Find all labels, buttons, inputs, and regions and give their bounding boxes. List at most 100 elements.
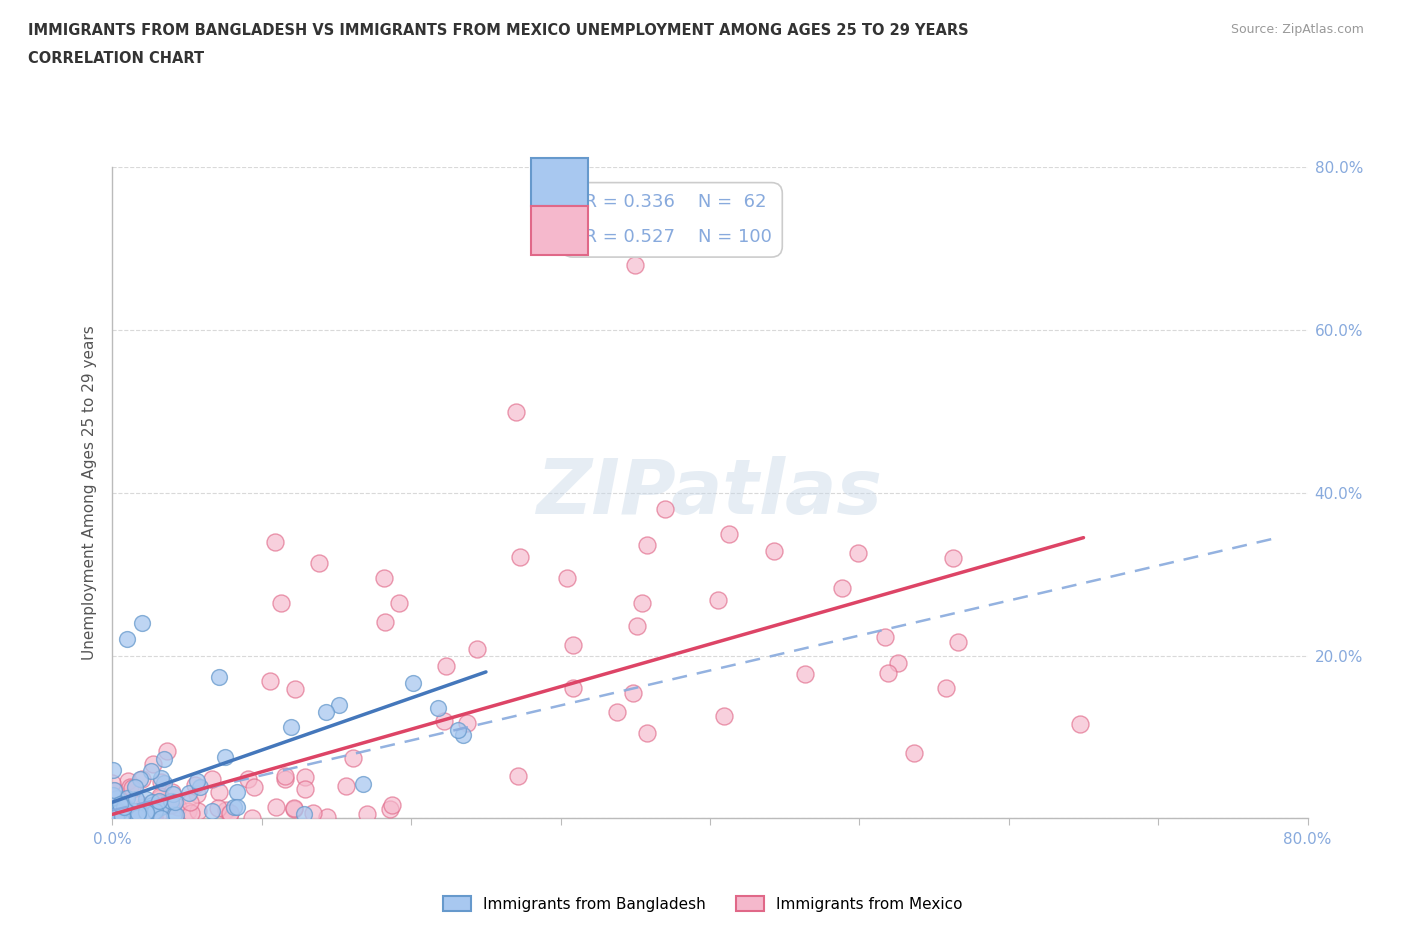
Point [292, 807, 315, 822]
Point [101, 804, 124, 818]
Point [160, 798, 183, 813]
Point [201, 772, 224, 787]
Point [264, 799, 287, 814]
Point [508, 768, 530, 783]
Point [505, 405, 527, 419]
Point [302, 805, 325, 820]
Point [626, 618, 648, 633]
FancyBboxPatch shape [531, 206, 588, 256]
Point [630, 596, 652, 611]
Point [186, 774, 208, 789]
Point [447, 723, 470, 737]
Point [316, 810, 339, 825]
Y-axis label: Unemployment Among Ages 25 to 29 years: Unemployment Among Ages 25 to 29 years [82, 326, 97, 660]
Point [946, 634, 969, 649]
Point [125, 792, 148, 807]
Point [381, 798, 404, 813]
Point [129, 772, 152, 787]
Point [135, 792, 157, 807]
Point [149, 799, 172, 814]
Point [561, 638, 583, 653]
Point [433, 714, 456, 729]
Point [654, 502, 676, 517]
Point [103, 787, 125, 802]
Point [763, 543, 786, 558]
Point [153, 776, 176, 790]
Point [328, 698, 350, 712]
Point [208, 785, 231, 800]
Point [427, 700, 450, 715]
Point [111, 807, 134, 822]
Point [794, 667, 817, 682]
Point [148, 794, 170, 809]
Point [283, 801, 305, 816]
Point [139, 764, 162, 778]
Point [135, 804, 157, 819]
Point [186, 787, 208, 802]
Point [335, 778, 357, 793]
FancyBboxPatch shape [531, 158, 588, 206]
Point [259, 673, 281, 688]
Point [149, 804, 172, 819]
Point [1069, 716, 1091, 731]
Point [103, 808, 125, 823]
Point [187, 804, 209, 818]
Point [561, 680, 583, 695]
Point [117, 774, 139, 789]
Point [308, 555, 330, 570]
Point [141, 794, 163, 809]
Point [942, 551, 965, 565]
Point [149, 789, 172, 804]
Point [160, 794, 183, 809]
Point [456, 716, 478, 731]
Point [156, 744, 179, 759]
Point [243, 779, 266, 794]
Point [179, 794, 201, 809]
Point [388, 596, 411, 611]
Text: ZIPatlas: ZIPatlas [537, 456, 883, 530]
Point [165, 807, 187, 822]
Point [184, 777, 207, 792]
Point [131, 616, 153, 631]
Point [294, 781, 316, 796]
Point [141, 807, 163, 822]
Point [141, 810, 163, 825]
Point [283, 802, 305, 817]
Point [148, 795, 170, 810]
Point [935, 681, 957, 696]
Point [214, 750, 236, 764]
Text: R = 0.336    N =  62
  R = 0.527    N = 100: R = 0.336 N = 62 R = 0.527 N = 100 [572, 193, 772, 246]
Text: Source: ZipAtlas.com: Source: ZipAtlas.com [1230, 23, 1364, 36]
Point [218, 805, 240, 820]
Point [624, 258, 647, 272]
Point [108, 805, 131, 820]
Point [264, 535, 287, 550]
Point [176, 804, 198, 818]
Point [108, 804, 131, 819]
Point [143, 809, 166, 824]
Point [166, 799, 188, 814]
Point [356, 807, 378, 822]
Point [222, 800, 245, 815]
Point [240, 810, 263, 825]
Point [621, 686, 644, 701]
Point [555, 570, 578, 585]
Point [214, 802, 236, 817]
Point [127, 805, 149, 820]
Point [150, 800, 173, 815]
Point [108, 797, 131, 812]
Point [104, 784, 127, 799]
Point [846, 545, 869, 560]
Point [226, 800, 249, 815]
Point [150, 810, 173, 825]
Point [378, 802, 401, 817]
Point [149, 771, 172, 786]
Point [128, 797, 150, 812]
Point [121, 780, 143, 795]
Point [105, 809, 128, 824]
Point [236, 772, 259, 787]
Point [606, 705, 628, 720]
Point [163, 806, 186, 821]
Point [180, 805, 202, 820]
Point [270, 596, 292, 611]
